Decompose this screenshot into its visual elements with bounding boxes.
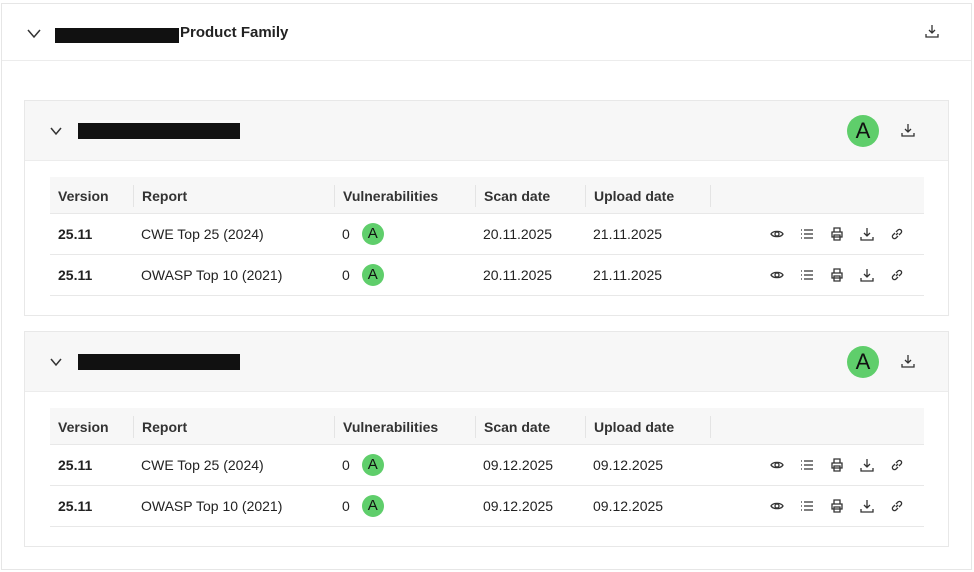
version-cell: 25.11 xyxy=(58,498,93,514)
row-actions xyxy=(770,486,904,526)
link-icon[interactable] xyxy=(890,499,904,513)
grade-badge: A xyxy=(847,346,879,378)
column-header-scan[interactable]: Scan date xyxy=(475,416,585,438)
version-cell: 25.11 xyxy=(58,267,93,283)
upload-date-cell: 21.11.2025 xyxy=(593,226,663,242)
column-header-version[interactable]: Version xyxy=(58,419,109,435)
scan-date-cell: 09.12.2025 xyxy=(483,498,554,514)
scan-date-cell: 09.12.2025 xyxy=(483,457,554,473)
product-header[interactable]: A xyxy=(25,332,948,392)
upload-date-cell: 09.12.2025 xyxy=(593,498,664,514)
column-header-upload[interactable]: Upload date xyxy=(585,416,710,438)
upload-date-cell: 21.11.2025 xyxy=(593,267,663,283)
family-header[interactable]: Product Family xyxy=(2,4,971,61)
table-header: Version Report Vulnerabilities Scan date Upl… xyxy=(50,177,924,214)
grade-badge: A xyxy=(361,223,384,245)
grade-badge: A xyxy=(361,454,384,476)
download-icon[interactable] xyxy=(860,268,874,282)
row-actions xyxy=(770,255,904,295)
family-title: Product Family xyxy=(180,24,289,41)
list-icon[interactable] xyxy=(800,499,814,513)
report-cell: CWE Top 25 (2024) xyxy=(141,226,264,242)
product-card: A Version Report Vulnerabilities Scan date U… xyxy=(24,331,949,547)
product-header[interactable]: A xyxy=(25,101,948,161)
vulnerability-count: 0 xyxy=(342,267,350,283)
download-icon[interactable] xyxy=(925,24,939,38)
download-icon[interactable] xyxy=(860,499,874,513)
print-icon[interactable] xyxy=(830,268,844,282)
redacted-name xyxy=(78,354,240,370)
upload-date-cell: 09.12.2025 xyxy=(593,457,664,473)
download-icon[interactable] xyxy=(901,123,915,137)
version-cell: 25.11 xyxy=(58,457,93,473)
column-header-scan[interactable]: Scan date xyxy=(475,185,585,207)
product-card: A Version Report Vulnerabilities Scan date U… xyxy=(24,100,949,316)
row-actions xyxy=(770,445,904,485)
column-header-vulns[interactable]: Vulnerabilities xyxy=(334,185,475,207)
table-header: Version Report Vulnerabilities Scan date Upl… xyxy=(50,408,924,445)
print-icon[interactable] xyxy=(830,499,844,513)
column-header-report[interactable]: Report xyxy=(133,416,334,438)
list-icon[interactable] xyxy=(800,227,814,241)
vulnerability-count: 0 xyxy=(342,498,350,514)
eye-icon[interactable] xyxy=(770,227,784,241)
list-icon[interactable] xyxy=(800,458,814,472)
list-icon[interactable] xyxy=(800,268,814,282)
column-header-act[interactable] xyxy=(710,416,924,438)
report-cell: OWASP Top 10 (2021) xyxy=(141,498,283,514)
print-icon[interactable] xyxy=(830,227,844,241)
download-icon[interactable] xyxy=(860,458,874,472)
chevron-down-icon[interactable] xyxy=(49,124,63,138)
vulnerability-count: 0 xyxy=(342,457,350,473)
version-cell: 25.11 xyxy=(58,226,93,242)
column-header-act[interactable] xyxy=(710,185,924,207)
link-icon[interactable] xyxy=(890,227,904,241)
grade-badge: A xyxy=(361,495,384,517)
redacted-name xyxy=(78,123,240,139)
report-table: Version Report Vulnerabilities Scan date Upl… xyxy=(50,177,924,296)
report-cell: OWASP Top 10 (2021) xyxy=(141,267,283,283)
column-header-version[interactable]: Version xyxy=(58,188,109,204)
eye-icon[interactable] xyxy=(770,458,784,472)
scan-date-cell: 20.11.2025 xyxy=(483,267,553,283)
eye-icon[interactable] xyxy=(770,268,784,282)
link-icon[interactable] xyxy=(890,458,904,472)
download-icon[interactable] xyxy=(901,354,915,368)
report-cell: CWE Top 25 (2024) xyxy=(141,457,264,473)
link-icon[interactable] xyxy=(890,268,904,282)
column-header-vulns[interactable]: Vulnerabilities xyxy=(334,416,475,438)
print-icon[interactable] xyxy=(830,458,844,472)
scan-date-cell: 20.11.2025 xyxy=(483,226,553,242)
download-icon[interactable] xyxy=(860,227,874,241)
column-header-report[interactable]: Report xyxy=(133,185,334,207)
chevron-down-icon[interactable] xyxy=(27,26,41,40)
redacted-name xyxy=(55,28,179,43)
row-actions xyxy=(770,214,904,254)
grade-badge: A xyxy=(361,264,384,286)
grade-badge: A xyxy=(847,115,879,147)
eye-icon[interactable] xyxy=(770,499,784,513)
column-header-upload[interactable]: Upload date xyxy=(585,185,710,207)
chevron-down-icon[interactable] xyxy=(49,355,63,369)
vulnerability-count: 0 xyxy=(342,226,350,242)
report-table: Version Report Vulnerabilities Scan date Upl… xyxy=(50,408,924,527)
